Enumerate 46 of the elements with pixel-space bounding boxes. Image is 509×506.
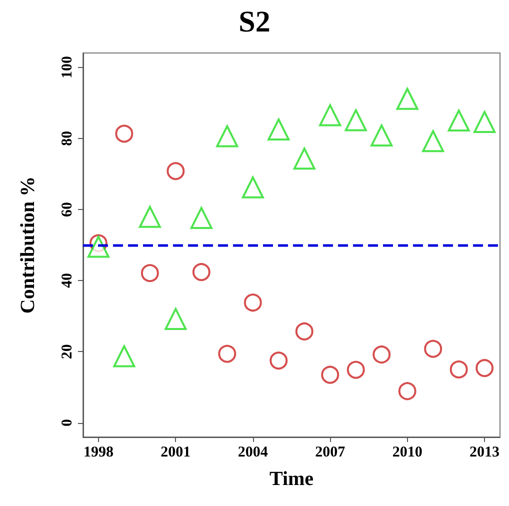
point: [319, 104, 342, 126]
chart-title: S2: [238, 6, 270, 38]
point: [242, 176, 264, 198]
point: [140, 264, 159, 282]
point: [448, 110, 470, 132]
point: [295, 322, 314, 340]
point: [372, 346, 391, 364]
point: [244, 294, 262, 312]
point: [422, 130, 444, 152]
y-tick-label: 60: [60, 202, 76, 217]
point: [164, 308, 187, 330]
point: [87, 236, 110, 258]
point: [192, 263, 210, 282]
point: [166, 162, 185, 180]
point: [218, 344, 236, 363]
point: [270, 352, 288, 370]
point: [216, 125, 238, 148]
point: [268, 118, 290, 140]
point: [476, 359, 494, 378]
point: [115, 124, 134, 143]
point: [398, 382, 416, 400]
x-tick-label: 2007: [315, 444, 346, 460]
point: [293, 148, 316, 170]
point: [474, 110, 496, 133]
point: [450, 360, 468, 378]
point: [424, 340, 442, 358]
x-tick-label: 1998: [83, 444, 114, 460]
x-tick-label: 2001: [160, 444, 191, 460]
y-tick-label: 100: [60, 56, 76, 78]
point: [190, 206, 212, 229]
y-tick-label: 80: [60, 130, 76, 146]
y-tick-label: 40: [60, 273, 76, 288]
y-axis-title: Contribution %: [17, 176, 39, 314]
y-tick-label: 20: [60, 344, 76, 360]
point: [370, 124, 393, 146]
point: [321, 366, 340, 384]
x-axis-title: Time: [269, 468, 314, 490]
point: [138, 206, 161, 228]
x-tick-label: 2013: [470, 444, 500, 460]
point: [113, 345, 136, 368]
point: [346, 360, 365, 379]
x-tick-label: 2010: [392, 444, 422, 460]
point: [344, 109, 367, 132]
point: [396, 88, 418, 110]
y-tick-label: 0: [60, 419, 76, 427]
x-tick-label: 2004: [238, 444, 268, 460]
